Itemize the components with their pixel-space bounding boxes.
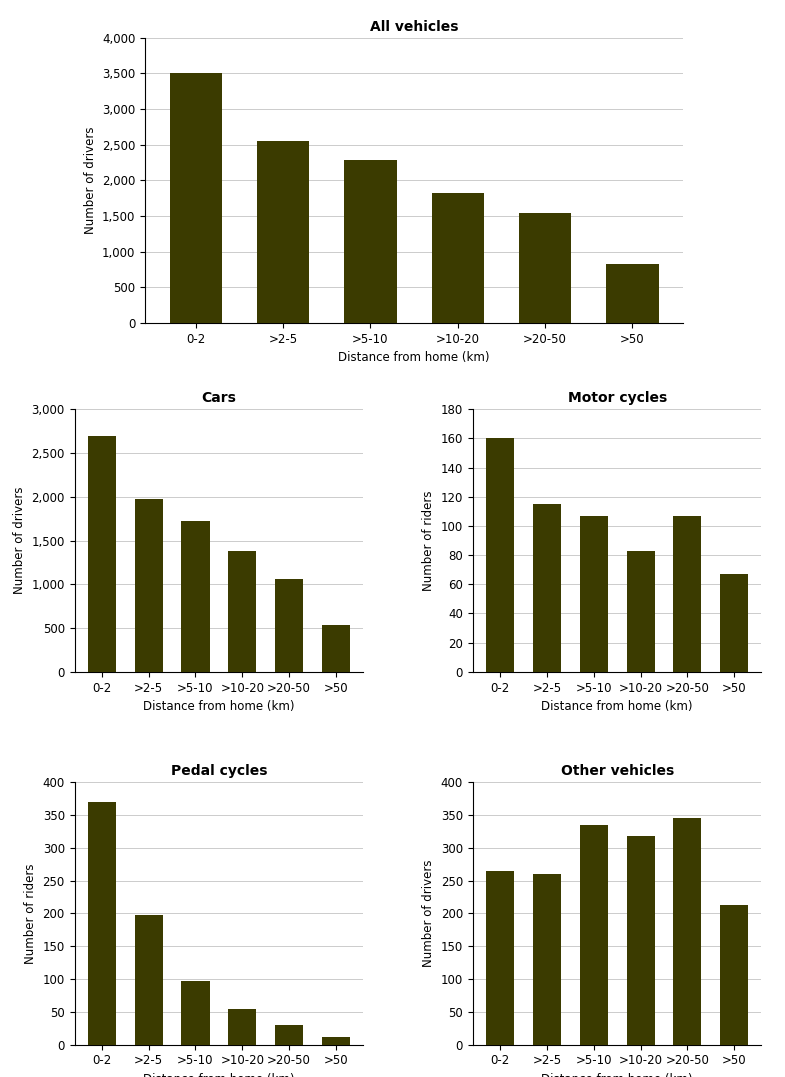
Y-axis label: Number of drivers: Number of drivers: [13, 487, 26, 595]
Bar: [533, 504, 561, 672]
Bar: [181, 981, 210, 1045]
Bar: [275, 1025, 303, 1045]
Bar: [322, 1037, 350, 1045]
Bar: [257, 141, 309, 323]
Title: All vehicles: All vehicles: [370, 19, 458, 33]
Title: Motor cycles: Motor cycles: [568, 391, 666, 405]
Y-axis label: Number of riders: Number of riders: [24, 863, 37, 964]
Bar: [88, 801, 116, 1045]
Bar: [134, 915, 162, 1045]
X-axis label: Distance from home (km): Distance from home (km): [143, 1073, 294, 1077]
Title: Pedal cycles: Pedal cycles: [170, 765, 267, 779]
Bar: [228, 1008, 257, 1045]
Bar: [720, 905, 748, 1045]
Y-axis label: Number of drivers: Number of drivers: [83, 127, 97, 234]
Bar: [345, 160, 396, 323]
Bar: [486, 870, 514, 1045]
X-axis label: Distance from home (km): Distance from home (km): [542, 700, 693, 713]
Bar: [170, 73, 222, 323]
Title: Other vehicles: Other vehicles: [560, 765, 674, 779]
Bar: [181, 521, 210, 672]
Bar: [486, 438, 514, 672]
X-axis label: Distance from home (km): Distance from home (km): [542, 1073, 693, 1077]
Bar: [322, 626, 350, 672]
Bar: [626, 550, 655, 672]
Bar: [134, 500, 162, 672]
Bar: [88, 435, 116, 672]
Bar: [432, 193, 484, 323]
X-axis label: Distance from home (km): Distance from home (km): [143, 700, 294, 713]
Bar: [674, 516, 702, 672]
Bar: [579, 516, 608, 672]
Bar: [275, 579, 303, 672]
X-axis label: Distance from home (km): Distance from home (km): [338, 351, 490, 364]
Bar: [626, 836, 655, 1045]
Bar: [720, 574, 748, 672]
Bar: [519, 212, 571, 323]
Bar: [674, 819, 702, 1045]
Bar: [606, 264, 659, 323]
Bar: [533, 875, 561, 1045]
Y-axis label: Number of drivers: Number of drivers: [422, 859, 436, 967]
Bar: [579, 825, 608, 1045]
Title: Cars: Cars: [202, 391, 236, 405]
Y-axis label: Number of riders: Number of riders: [422, 490, 435, 591]
Bar: [228, 551, 257, 672]
